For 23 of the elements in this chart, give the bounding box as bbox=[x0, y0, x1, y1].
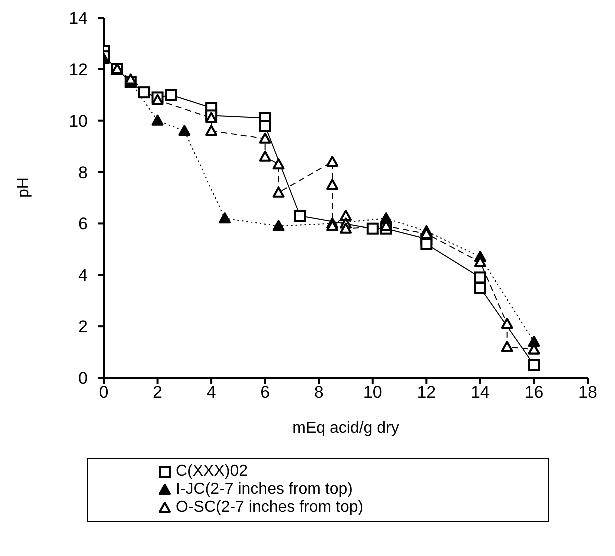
y-tick-label: 2 bbox=[78, 318, 88, 337]
x-tick-label: 2 bbox=[153, 383, 163, 402]
x-tick-label: 16 bbox=[524, 383, 544, 402]
x-tick-label: 0 bbox=[99, 383, 109, 402]
x-tick-label: 18 bbox=[578, 383, 598, 402]
y-axis-title: pH bbox=[16, 178, 33, 198]
x-axis-title: mEq acid/g dry bbox=[292, 420, 400, 437]
x-tick-label: 14 bbox=[470, 383, 490, 402]
y-tick-label: 12 bbox=[69, 60, 88, 80]
x-tick-label: 6 bbox=[260, 383, 270, 402]
x-tick-label: 12 bbox=[417, 383, 436, 402]
x-tick-label: 10 bbox=[363, 383, 382, 402]
y-tick-label: 4 bbox=[78, 266, 88, 286]
y-tick-label: 8 bbox=[78, 163, 88, 182]
y-tick-label: 14 bbox=[69, 9, 88, 28]
y-tick-label: 0 bbox=[78, 369, 88, 388]
x-tick-label: 4 bbox=[206, 383, 216, 402]
legend-label: I-JC(2-7 inches from top) bbox=[176, 481, 353, 499]
y-tick-label: 6 bbox=[78, 214, 88, 234]
legend-label: O-SC(2-7 inches from top) bbox=[176, 499, 364, 517]
x-tick-label: 8 bbox=[314, 383, 324, 402]
legend-label: C(XXX)02 bbox=[176, 463, 248, 481]
y-tick-label: 10 bbox=[69, 112, 88, 131]
